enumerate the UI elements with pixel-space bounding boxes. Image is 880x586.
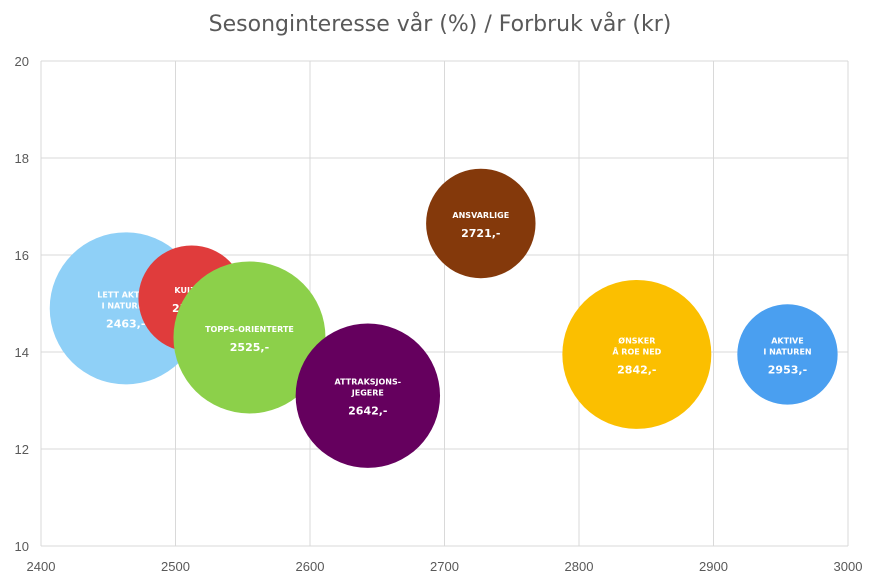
y-tick-label: 16 bbox=[15, 248, 29, 263]
bubble-name-label: LETT AKTIVE bbox=[97, 290, 154, 299]
y-tick-label: 20 bbox=[15, 54, 29, 69]
bubble-name-label: JEGERE bbox=[351, 389, 384, 398]
bubble-value-label: 2642,- bbox=[348, 405, 387, 418]
bubble-value-label: 2953,- bbox=[768, 363, 807, 376]
bubble-name-label: ØNSKER bbox=[618, 335, 655, 345]
bubble-name-label: I NATUREN bbox=[763, 347, 811, 356]
x-tick-label: 2800 bbox=[565, 559, 594, 574]
bubble-value-label: 2525,- bbox=[230, 341, 269, 354]
bubble bbox=[737, 304, 838, 405]
bubble-name-label: TOPPS-ORIENTERTE bbox=[205, 325, 294, 334]
y-tick-label: 18 bbox=[15, 151, 29, 166]
bubble bbox=[426, 168, 536, 279]
bubble bbox=[295, 323, 441, 468]
x-tick-label: 2900 bbox=[699, 559, 728, 574]
bubble-name-label: ANSVARLIGE bbox=[452, 211, 509, 220]
bubble-name-label: ATTRAKSJONS- bbox=[335, 378, 402, 387]
chart-title: Sesonginteresse vår (%) / Forbruk vår (k… bbox=[208, 12, 672, 37]
bubble-name-label: AKTIVE bbox=[771, 336, 803, 345]
bubble-value-label: 2463,- bbox=[106, 317, 145, 330]
bubble-value-label: 2842,- bbox=[617, 363, 656, 376]
y-tick-label: 10 bbox=[15, 539, 29, 554]
y-tick-label: 12 bbox=[15, 442, 29, 457]
bubble-name-label: I NATUREN bbox=[102, 301, 150, 310]
x-tick-label: 2700 bbox=[430, 559, 459, 574]
x-tick-label: 2600 bbox=[296, 559, 325, 574]
y-tick-label: 14 bbox=[15, 345, 29, 360]
tick-labels: 2400 2500 2600 2700 2800 2900 3000 10 12 14 16 18 20 bbox=[15, 54, 863, 574]
x-tick-label: 2400 bbox=[27, 559, 56, 574]
x-tick-label: 2500 bbox=[161, 559, 190, 574]
x-tick-label: 3000 bbox=[834, 559, 863, 574]
bubble-name-label: Å ROE NED bbox=[612, 346, 661, 356]
bubble-value-label: 2721,- bbox=[461, 227, 500, 240]
bubble bbox=[173, 261, 326, 414]
bubble bbox=[562, 279, 712, 429]
